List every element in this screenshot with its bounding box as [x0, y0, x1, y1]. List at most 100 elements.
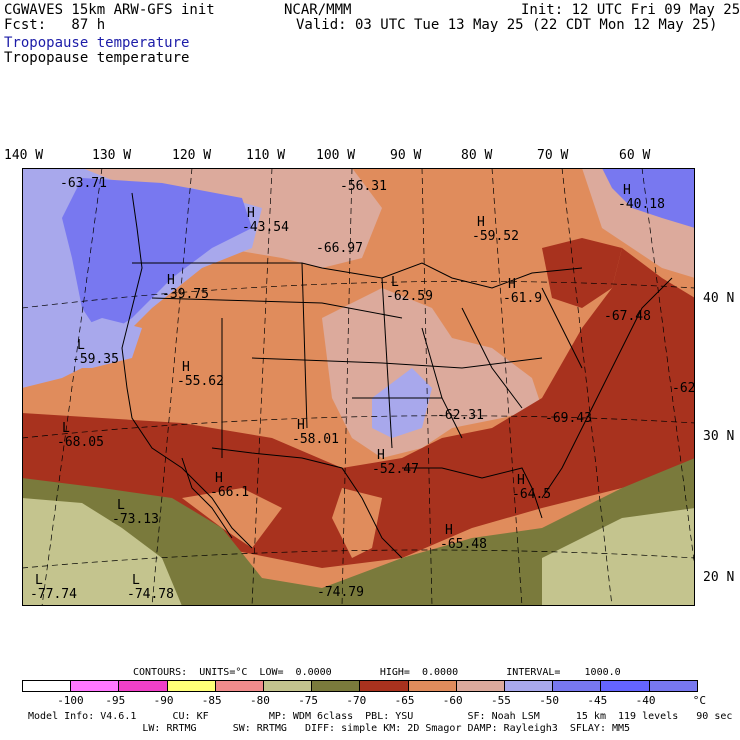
field-brick: [542, 238, 622, 308]
colorbar-label: -60: [442, 694, 463, 707]
colorbar-swatch: [22, 680, 72, 692]
colorbar-label: -90: [153, 694, 174, 707]
colorbar-swatch: [552, 680, 602, 692]
low-center-marker: L: [117, 498, 125, 513]
lon-label: 140 W: [4, 148, 44, 163]
center-value-label: -66.97: [316, 241, 363, 256]
lon-label: 110 W: [246, 148, 286, 163]
center-value-label: -69.43: [545, 411, 592, 426]
model-info-line2: LW: RRTMG SW: RRTMG DIFF: simple KM: 2D …: [28, 723, 631, 734]
colorbar-swatch: [504, 680, 554, 692]
source-label: NCAR/MMM: [284, 2, 352, 18]
colorbar-label: -45: [587, 694, 608, 707]
center-value-label: -74.79: [317, 585, 364, 600]
high-center-marker: H: [445, 523, 453, 538]
colorbar-label: -75: [298, 694, 319, 707]
colorbar-swatch: [455, 680, 505, 692]
center-value-label: -62.1: [672, 381, 695, 396]
lat-label: 20 N: [703, 570, 735, 585]
field-olive: [22, 458, 695, 606]
colorbar-label: -80: [250, 694, 270, 707]
high-center-marker: H: [167, 273, 175, 288]
field-tan: [332, 488, 382, 558]
field-violet: [602, 168, 695, 228]
low-center-marker: L: [391, 275, 399, 290]
high-center-marker: H: [215, 471, 223, 486]
lon-label: 120 W: [172, 148, 212, 163]
low-center-marker: L: [35, 573, 43, 588]
tropopause-temperature-map: -63.71 -56.31 H-40.18H-43.54-66.97H-59.52H…: [22, 168, 695, 606]
lat-label: 30 N: [703, 429, 735, 444]
colorbar-label: -50: [539, 694, 560, 707]
low-center-marker: L: [77, 338, 85, 353]
high-center-marker: H: [182, 360, 190, 375]
field-title-black: Tropopause temperature: [4, 50, 190, 66]
colorbar-swatch: [166, 680, 216, 692]
colorbar-swatch: [311, 680, 361, 692]
lon-label: 100 W: [316, 148, 356, 163]
center-value-label: -68.05: [57, 435, 104, 450]
colorbar-label: °C: [692, 694, 707, 707]
field-brick: [22, 248, 695, 568]
center-value-label: -43.54: [242, 220, 289, 235]
colorbar-swatch: [118, 680, 168, 692]
lon-label: 90 W: [390, 148, 422, 163]
center-value-label: -64.5: [512, 487, 551, 502]
high-center-marker: H: [247, 206, 255, 221]
colorbar-swatch: [600, 680, 650, 692]
center-value-label: -40.18: [618, 197, 665, 212]
lon-label: 80 W: [461, 148, 493, 163]
colorbar-swatch: [648, 680, 698, 692]
colorbar-swatch: [359, 680, 409, 692]
center-value-label: -66.1: [210, 485, 249, 500]
colorbar-label: -55: [491, 694, 511, 707]
center-value-label: -59.52: [472, 229, 519, 244]
high-center-marker: H: [508, 277, 516, 292]
colorbar-swatch: [263, 680, 313, 692]
colorbar-swatch: [70, 680, 120, 692]
center-value-label: -73.13: [112, 512, 159, 527]
center-value-label: -74.78: [127, 587, 174, 602]
field-lilac: [52, 318, 142, 368]
center-value-label: -39.75: [162, 287, 209, 302]
center-value-label: -55.62: [177, 374, 224, 389]
center-value-label: -56.31: [340, 179, 387, 194]
lon-label: 130 W: [92, 148, 132, 163]
colorbar-swatch: [214, 680, 264, 692]
field-violet: [62, 178, 252, 338]
center-value-label: -62.31: [437, 408, 484, 423]
header-title: CGWAVES 15km ARW-GFS init: [4, 2, 215, 18]
center-value-label: -63.71: [60, 176, 107, 191]
forecast-hour: Fcst: 87 h: [4, 17, 106, 33]
init-time: Init: 12 UTC Fri 09 May 25: [521, 2, 740, 18]
high-center-marker: H: [377, 448, 385, 463]
lon-label: 60 W: [619, 148, 651, 163]
center-value-label: -67.48: [604, 309, 651, 324]
field-title-blue: Tropopause temperature: [4, 35, 190, 51]
high-center-marker: H: [477, 215, 485, 230]
colorbar-label: -65: [394, 694, 415, 707]
lat-label: 40 N: [703, 291, 735, 306]
low-center-marker: L: [132, 573, 140, 588]
colorbar-swatch: [407, 680, 457, 692]
colorbar-label: -85: [201, 694, 222, 707]
field-khaki: [542, 508, 695, 606]
center-value-label: -59.35: [72, 352, 119, 367]
colorbar-label: -70: [346, 694, 367, 707]
center-value-label: -62.59: [386, 289, 433, 304]
center-value-label: -65.48: [440, 537, 487, 552]
field-khaki: [62, 558, 142, 606]
graticule: [22, 168, 695, 606]
center-value-label: -61.9: [503, 291, 542, 306]
low-center-marker: L: [62, 421, 70, 436]
model-info-line1: Model Info: V4.6.1 CU: KF MP: WDM 6class…: [28, 711, 733, 722]
field-lilac: [372, 368, 432, 438]
center-value-label: -58.01: [292, 432, 339, 447]
center-value-label: -52.47: [372, 462, 419, 477]
high-center-marker: H: [623, 183, 631, 198]
colorbar-label: -40: [635, 694, 656, 707]
contour-info: CONTOURS: UNITS=°C LOW= 0.0000 HIGH= 0.0…: [133, 667, 621, 678]
high-center-marker: H: [517, 473, 525, 488]
colorbar-label: -95: [105, 694, 126, 707]
valid-time: Valid: 03 UTC Tue 13 May 25 (22 CDT Mon …: [296, 17, 718, 33]
